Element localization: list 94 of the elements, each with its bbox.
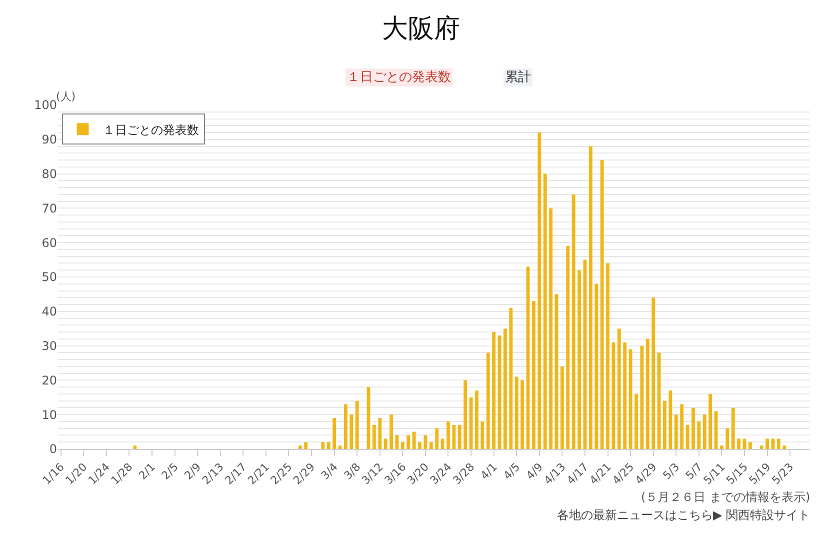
bar <box>668 390 672 449</box>
bar <box>344 404 348 449</box>
bar <box>384 438 388 449</box>
y-tick-label: 40 <box>42 304 57 319</box>
bar <box>133 446 137 449</box>
bar <box>737 438 740 449</box>
bar <box>538 132 542 449</box>
bar <box>623 342 627 449</box>
x-tick-label: 5/3 <box>660 460 682 482</box>
bar <box>355 400 359 449</box>
y-axis-title: (人) <box>56 90 76 103</box>
x-tick-label: 4/5 <box>500 460 523 482</box>
bar <box>663 400 666 449</box>
bar <box>674 414 678 449</box>
bar <box>588 146 592 449</box>
text: 各地の最新ニュースはこちら▶ 関西特設サイト <box>557 508 810 522</box>
bar <box>578 270 581 449</box>
bar <box>332 418 336 449</box>
bar <box>760 446 764 449</box>
bar <box>435 428 439 449</box>
bar <box>776 438 780 449</box>
bar <box>748 442 752 449</box>
text: １日ごとの発表数 <box>347 70 451 85</box>
bar <box>486 352 490 449</box>
bar <box>543 174 547 449</box>
y-tick-label: 90 <box>42 132 57 147</box>
bar <box>560 366 564 449</box>
bar <box>504 328 507 449</box>
y-tick-label: 10 <box>42 408 57 422</box>
text: (５月２６日 までの情報を表示) <box>641 490 810 504</box>
bar <box>298 446 302 449</box>
bar <box>509 308 513 449</box>
bar <box>406 435 410 449</box>
bar <box>692 408 695 449</box>
bar <box>680 404 684 449</box>
text: 累計 <box>505 70 531 85</box>
bar <box>720 446 724 449</box>
bar <box>652 298 656 449</box>
bar <box>400 442 404 449</box>
bar <box>606 263 610 449</box>
bar <box>600 160 604 449</box>
bar <box>634 394 638 449</box>
bar <box>572 194 576 449</box>
bar <box>726 428 730 449</box>
bar <box>418 442 422 449</box>
y-tick-label: 30 <box>42 339 57 353</box>
bar <box>458 424 462 449</box>
x-tick-label: 4/9 <box>524 460 546 482</box>
bar <box>520 380 524 449</box>
bar <box>372 424 376 449</box>
bar <box>697 421 701 449</box>
bar <box>350 414 354 449</box>
bar <box>617 328 621 449</box>
bar <box>452 424 456 449</box>
bar <box>640 346 644 449</box>
bar <box>514 376 518 449</box>
bar <box>702 414 706 449</box>
x-tick-label: 3/4 <box>318 460 340 482</box>
bar <box>731 408 735 449</box>
bar <box>412 432 416 449</box>
bar <box>766 438 769 449</box>
y-tick-label: 50 <box>42 270 57 284</box>
bar <box>646 338 650 449</box>
bar <box>446 421 450 449</box>
bar <box>480 421 484 449</box>
x-tick-label: 5/7 <box>683 460 705 482</box>
y-tick-label: 20 <box>42 373 57 388</box>
bar <box>628 349 632 449</box>
y-tick-label: 100 <box>34 98 57 112</box>
bar <box>326 442 330 449</box>
bar <box>708 394 712 449</box>
bar <box>429 442 433 449</box>
bar <box>594 284 598 449</box>
x-tick-label: 4/1 <box>478 460 500 482</box>
bar <box>492 332 496 449</box>
bar <box>475 390 478 449</box>
bar <box>532 301 536 449</box>
chart-title: 大阪府 <box>382 14 460 44</box>
bar <box>390 414 393 449</box>
y-tick-label: 60 <box>42 236 57 250</box>
y-tick-label: 70 <box>42 201 57 216</box>
legend-label: １日ごとの発表数 <box>102 122 199 137</box>
y-tick-label: 80 <box>42 167 57 181</box>
y-tick-label: 0 <box>49 442 57 456</box>
bar <box>782 446 786 449</box>
bar <box>464 380 468 449</box>
bar <box>566 246 570 449</box>
x-tick-label: 2/1 <box>136 460 158 482</box>
bar <box>378 418 382 449</box>
bar <box>304 442 308 449</box>
bar <box>440 438 444 449</box>
bar <box>321 442 325 449</box>
bar <box>549 208 552 449</box>
x-tick-label: 2/5 <box>159 460 181 482</box>
